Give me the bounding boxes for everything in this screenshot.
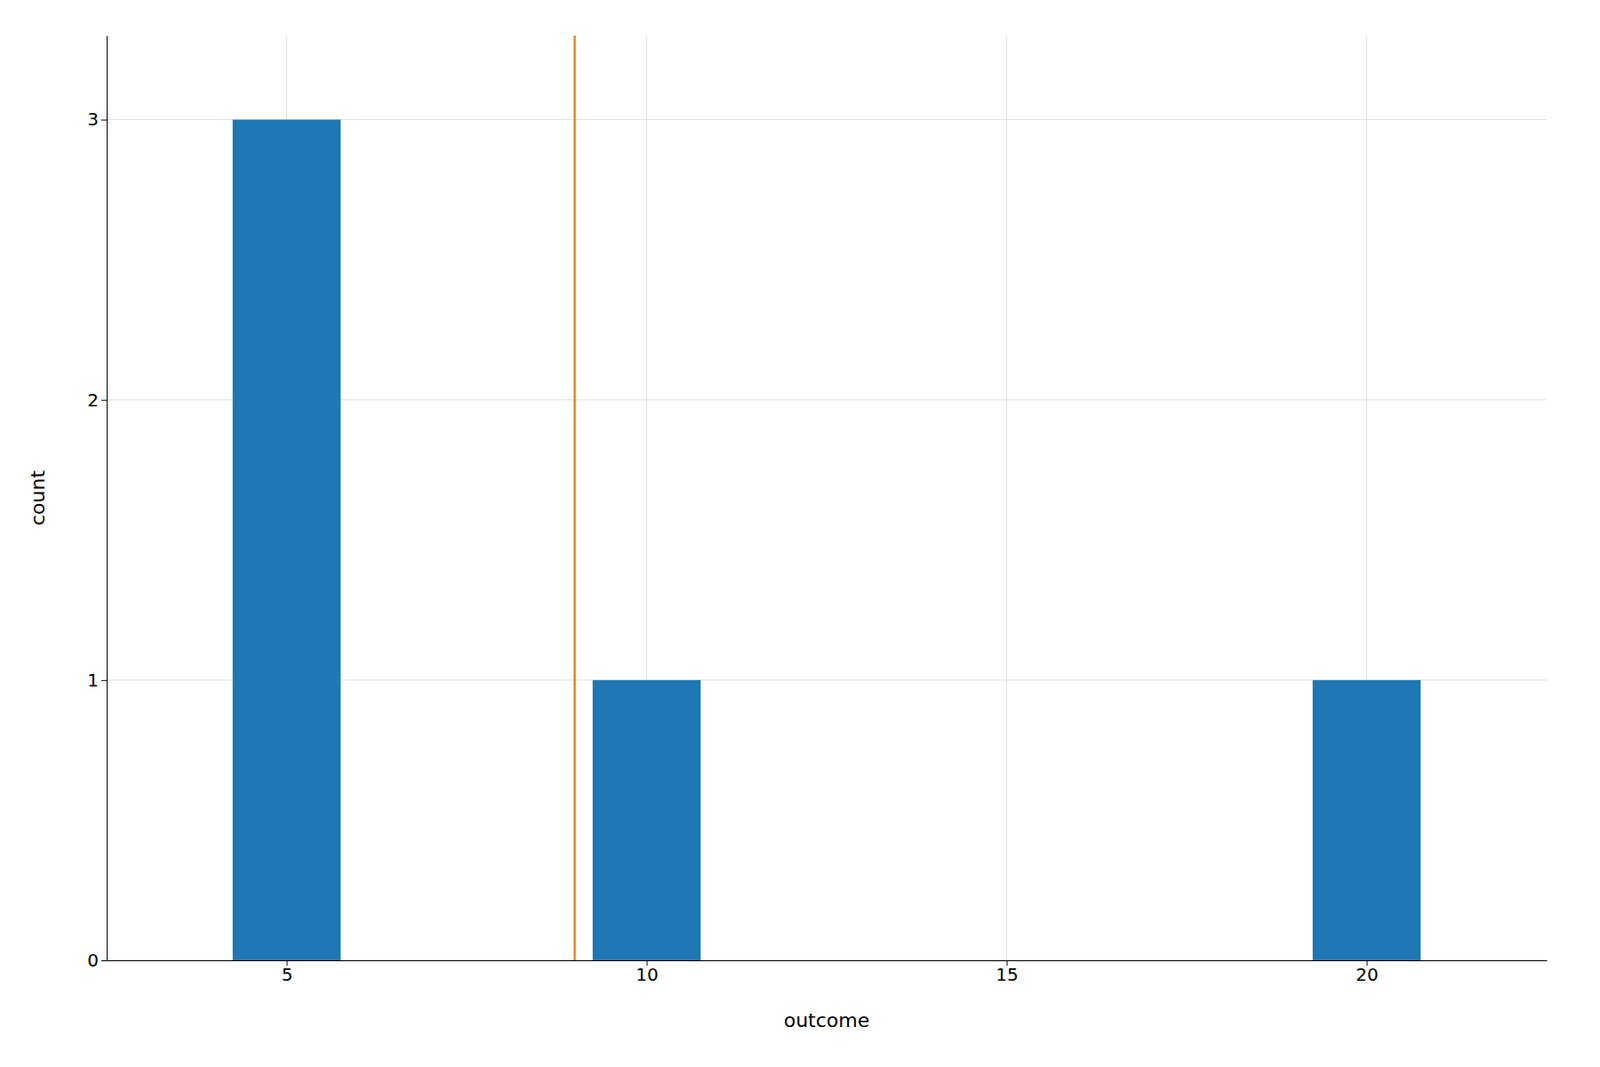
x-tick-label: 15	[995, 963, 1018, 985]
mean-line	[573, 35, 576, 960]
grid	[106, 35, 1547, 960]
y-axis-line	[106, 36, 108, 961]
chart: 5 10 15 20 0 1 2 3 outcome count	[0, 0, 1600, 1067]
y-tick: 1	[87, 669, 107, 691]
x-axis-title: outcome	[784, 1008, 871, 1032]
x-tick-label: 10	[635, 963, 658, 985]
y-tick-label: 0	[87, 949, 99, 971]
grid-line-x	[1006, 35, 1008, 960]
y-tick-label: 1	[87, 669, 99, 691]
x-tick-label: 20	[1355, 963, 1378, 985]
x-tick-label: 5	[281, 963, 294, 985]
x-axis-line	[107, 960, 1548, 961]
y-tick: 2	[87, 389, 107, 411]
bar	[592, 680, 702, 960]
y-axis-title: count	[26, 470, 49, 526]
x-tick: 5	[281, 960, 294, 985]
y-tick-label: 2	[87, 389, 99, 411]
y-axis: 0 1 2 3	[87, 36, 107, 971]
y-tick: 0	[87, 949, 107, 971]
x-tick: 15	[995, 960, 1018, 985]
y-tick-mark	[101, 400, 107, 401]
bar	[1312, 680, 1422, 960]
bar	[232, 120, 342, 960]
y-tick: 3	[87, 108, 107, 130]
y-tick-mark	[101, 960, 107, 961]
x-tick: 10	[635, 960, 658, 985]
plot-area	[232, 35, 1422, 960]
y-tick-label: 3	[87, 108, 99, 130]
y-tick-mark	[101, 120, 107, 121]
x-axis: 5 10 15 20	[107, 960, 1548, 985]
y-tick-mark	[101, 680, 107, 681]
x-tick: 20	[1355, 960, 1378, 985]
